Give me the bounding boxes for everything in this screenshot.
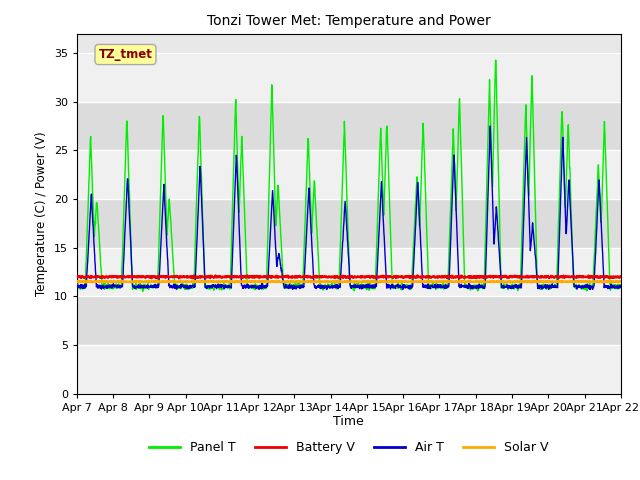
Bar <box>77 296 621 345</box>
Solar V <box>617 279 625 285</box>
Panel T <box>73 283 81 289</box>
Panel T <box>508 285 515 291</box>
Battery V <box>508 274 515 280</box>
Solar V <box>365 278 372 284</box>
Bar <box>77 199 621 248</box>
Air T <box>376 205 384 211</box>
Solar V <box>225 279 232 285</box>
Title: Tonzi Tower Met: Temperature and Power: Tonzi Tower Met: Temperature and Power <box>207 14 491 28</box>
Bar <box>77 345 621 394</box>
Air T <box>73 285 81 290</box>
Solar V <box>506 280 514 286</box>
Air T <box>365 285 372 290</box>
Text: TZ_tmet: TZ_tmet <box>99 48 152 61</box>
Battery V <box>584 273 592 278</box>
Panel T <box>365 282 372 288</box>
Panel T <box>617 283 625 288</box>
Bar <box>77 53 621 102</box>
Solar V <box>177 278 184 284</box>
Panel T <box>376 132 384 137</box>
Air T <box>584 284 592 289</box>
Battery V <box>377 274 385 279</box>
Battery V <box>225 273 232 279</box>
Solar V <box>584 279 592 285</box>
Battery V <box>365 274 372 279</box>
Bar <box>77 248 621 296</box>
Bar <box>77 150 621 199</box>
Battery V <box>73 274 81 280</box>
Legend: Panel T, Battery V, Air T, Solar V: Panel T, Battery V, Air T, Solar V <box>144 436 554 459</box>
Air T <box>225 283 232 288</box>
Panel T <box>492 57 500 63</box>
Line: Air T: Air T <box>77 126 621 289</box>
Line: Solar V: Solar V <box>77 281 621 283</box>
Air T <box>617 284 625 290</box>
Battery V <box>244 273 252 278</box>
Air T <box>569 259 577 264</box>
Line: Panel T: Panel T <box>77 60 621 291</box>
Panel T <box>139 288 147 294</box>
Solar V <box>570 279 577 285</box>
Line: Battery V: Battery V <box>77 276 621 278</box>
Battery V <box>570 274 577 280</box>
Air T <box>507 285 515 290</box>
Bar <box>77 102 621 150</box>
X-axis label: Time: Time <box>333 415 364 429</box>
Air T <box>586 287 594 292</box>
Battery V <box>617 274 625 279</box>
Battery V <box>189 276 196 281</box>
Y-axis label: Temperature (C) / Power (V): Temperature (C) / Power (V) <box>35 132 48 296</box>
Panel T <box>584 283 592 288</box>
Solar V <box>508 279 515 285</box>
Solar V <box>376 278 384 284</box>
Panel T <box>225 282 232 288</box>
Solar V <box>73 278 81 284</box>
Panel T <box>570 268 577 274</box>
Air T <box>486 123 494 129</box>
